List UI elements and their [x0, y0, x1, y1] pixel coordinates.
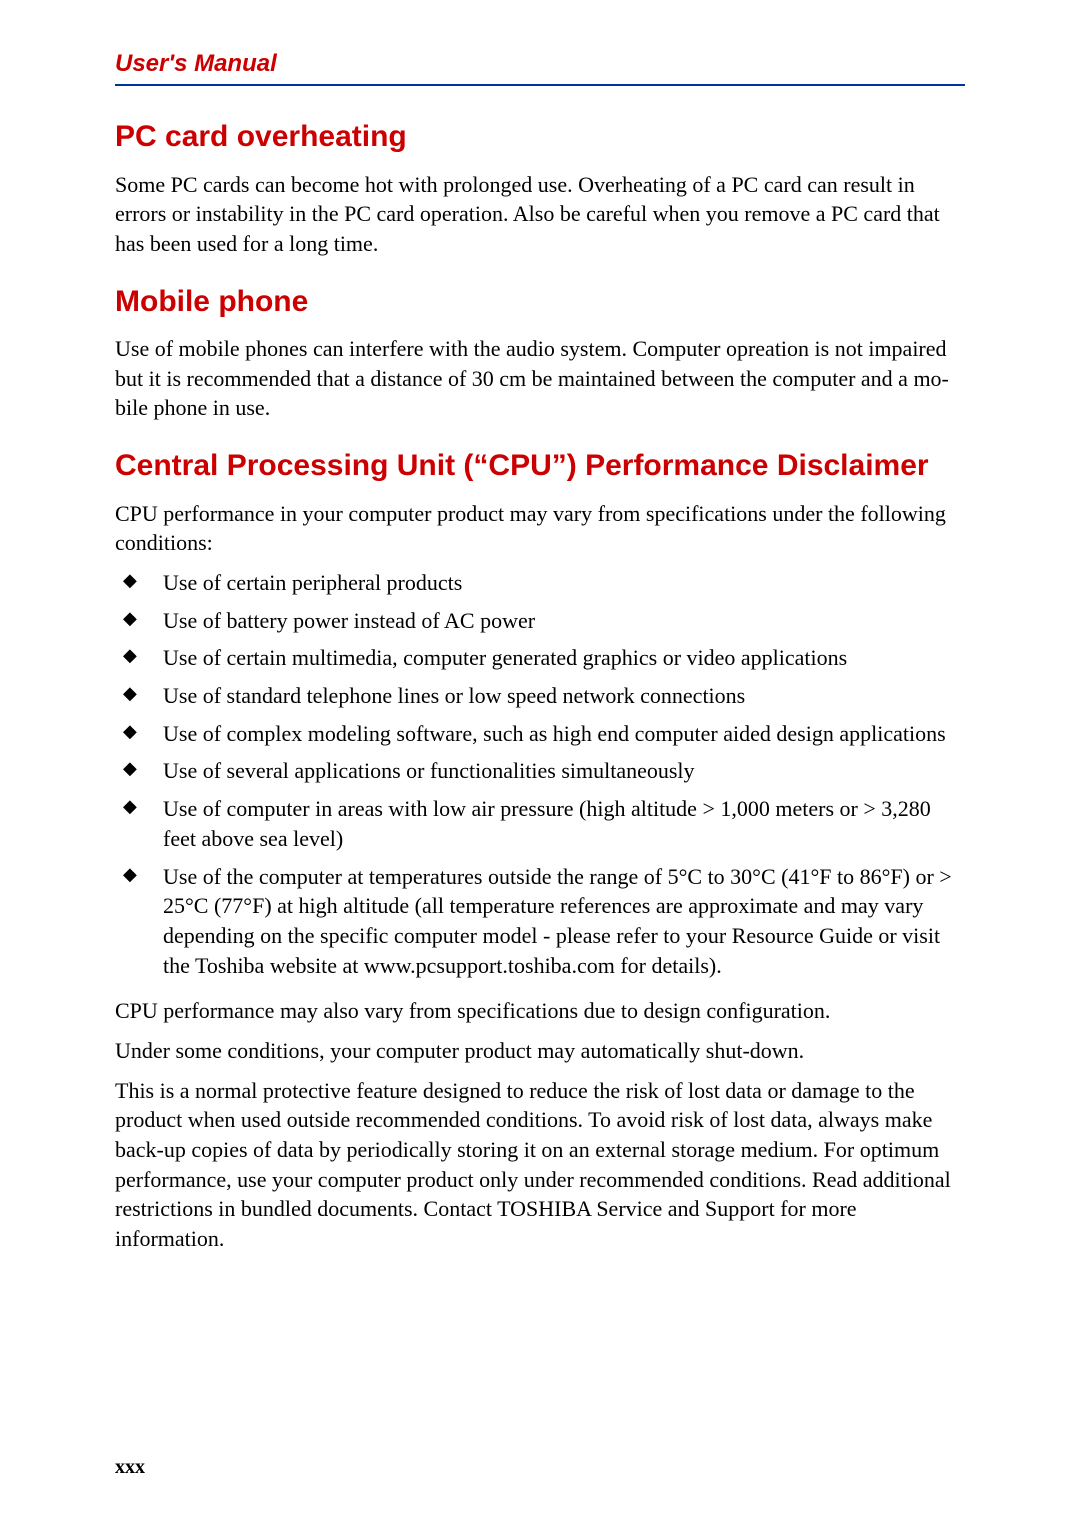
body-text: Use of mobile phones can interfere with … [115, 334, 965, 423]
section-heading-pc-card: PC card overheating [115, 118, 965, 156]
list-item: Use of several applications or functiona… [115, 756, 965, 786]
section-heading-mobile-phone: Mobile phone [115, 283, 965, 321]
body-text: Some PC cards can become hot with prolon… [115, 170, 965, 259]
list-item: Use of certain multimedia, computer gene… [115, 643, 965, 673]
list-item: Use of the computer at temperatures outs… [115, 862, 965, 981]
list-item: Use of standard telephone lines or low s… [115, 681, 965, 711]
list-item: Use of certain peripheral products [115, 568, 965, 598]
section-heading-cpu-disclaimer: Central Processing Unit (“CPU”) Performa… [115, 447, 965, 485]
list-item: Use of battery power instead of AC power [115, 606, 965, 636]
body-text: CPU performance in your computer product… [115, 499, 965, 558]
body-text: CPU performance may also vary from speci… [115, 996, 965, 1026]
list-item: Use of complex modeling software, such a… [115, 719, 965, 749]
manual-header: User's Manual [115, 50, 965, 86]
body-text: This is a normal protective feature desi… [115, 1076, 965, 1254]
list-item: Use of computer in areas with low air pr… [115, 794, 965, 853]
page-number: xxx [115, 1456, 145, 1479]
body-text: Under some conditions, your computer pro… [115, 1036, 965, 1066]
bullet-list: Use of certain peripheral products Use o… [115, 568, 965, 980]
